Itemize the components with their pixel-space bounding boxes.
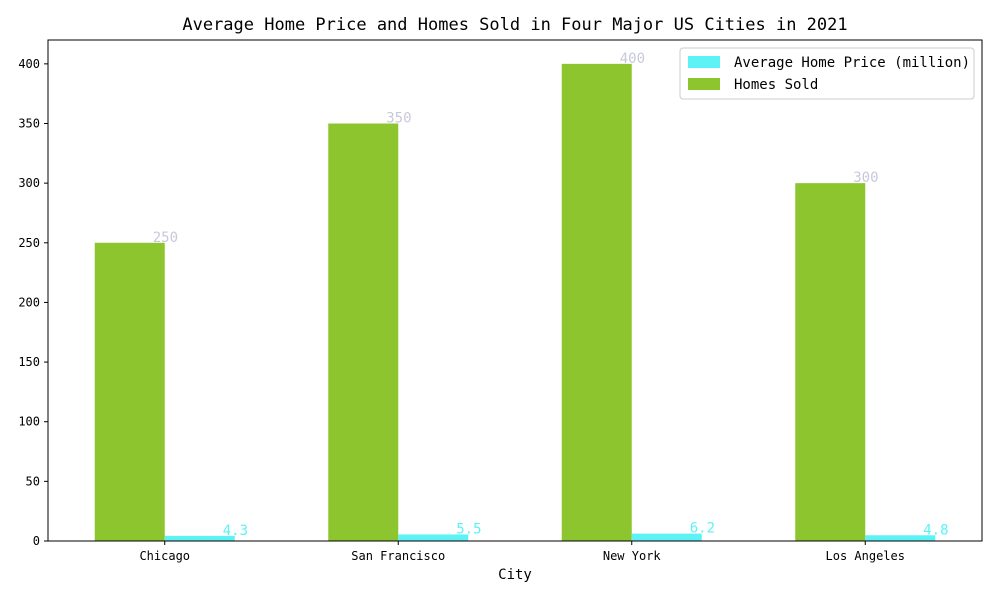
chart-title: Average Home Price and Homes Sold in Fou… bbox=[182, 15, 847, 35]
y-tick-label-0: 0 bbox=[33, 534, 40, 548]
y-tick-label-350: 350 bbox=[18, 117, 40, 131]
y-tick-label-200: 200 bbox=[18, 295, 40, 309]
x-axis: Chicago San Francisco New York Los Angeles bbox=[139, 541, 905, 563]
data-label-average-home-price-million-chicago: 4.3 bbox=[223, 523, 248, 539]
legend-swatch-average-home-price-million bbox=[688, 56, 720, 68]
bar-average-home-price-million-san-francisco bbox=[398, 534, 469, 541]
y-tick-label-150: 150 bbox=[18, 355, 40, 369]
data-label-average-home-price-million-new-york: 6.2 bbox=[690, 521, 715, 537]
legend-frame bbox=[679, 47, 975, 100]
x-axis-label: City bbox=[498, 567, 532, 583]
bar-average-home-price-million-chicago bbox=[164, 535, 235, 541]
bar-homes-sold-new-york bbox=[561, 63, 632, 541]
bars-group bbox=[94, 63, 936, 542]
data-label-homes-sold-chicago: 250 bbox=[153, 230, 178, 246]
x-tick-label-new-york: New York bbox=[603, 549, 662, 563]
legend-label-homes-sold: Homes Sold bbox=[734, 77, 818, 93]
legend-label-average-home-price-million: Average Home Price (million) bbox=[734, 55, 970, 71]
plot-frame bbox=[47, 39, 983, 542]
bar-average-home-price-million-new-york bbox=[631, 533, 702, 541]
legend-swatch-homes-sold bbox=[688, 78, 720, 90]
y-axis: 0 50 100 150 200 250 300 350 400 bbox=[18, 57, 48, 548]
data-label-average-home-price-million-san-francisco: 5.5 bbox=[456, 521, 481, 537]
y-tick-label-100: 100 bbox=[18, 415, 40, 429]
x-tick-label-chicago: Chicago bbox=[139, 549, 190, 563]
bar-homes-sold-chicago bbox=[94, 242, 165, 542]
data-label-homes-sold-san-francisco: 350 bbox=[386, 111, 411, 127]
legend: Average Home Price (million) Homes Sold bbox=[679, 47, 975, 100]
bar-homes-sold-los-angeles bbox=[795, 183, 866, 541]
y-tick-label-250: 250 bbox=[18, 236, 40, 250]
y-tick-label-400: 400 bbox=[18, 57, 40, 71]
y-tick-label-50: 50 bbox=[26, 474, 40, 488]
y-tick-label-300: 300 bbox=[18, 176, 40, 190]
data-label-homes-sold-los-angeles: 300 bbox=[853, 170, 878, 186]
x-tick-label-san-francisco: San Francisco bbox=[351, 549, 445, 563]
bar-average-home-price-million-los-angeles bbox=[865, 535, 936, 541]
bar-homes-sold-san-francisco bbox=[328, 123, 399, 541]
data-label-average-home-price-million-los-angeles: 4.8 bbox=[923, 522, 948, 538]
data-label-homes-sold-new-york: 400 bbox=[620, 51, 645, 67]
data-labels-group: 250 4.3 350 5.5 400 6.2 300 4.8 bbox=[153, 51, 949, 539]
x-tick-label-los-angeles: Los Angeles bbox=[826, 549, 905, 563]
